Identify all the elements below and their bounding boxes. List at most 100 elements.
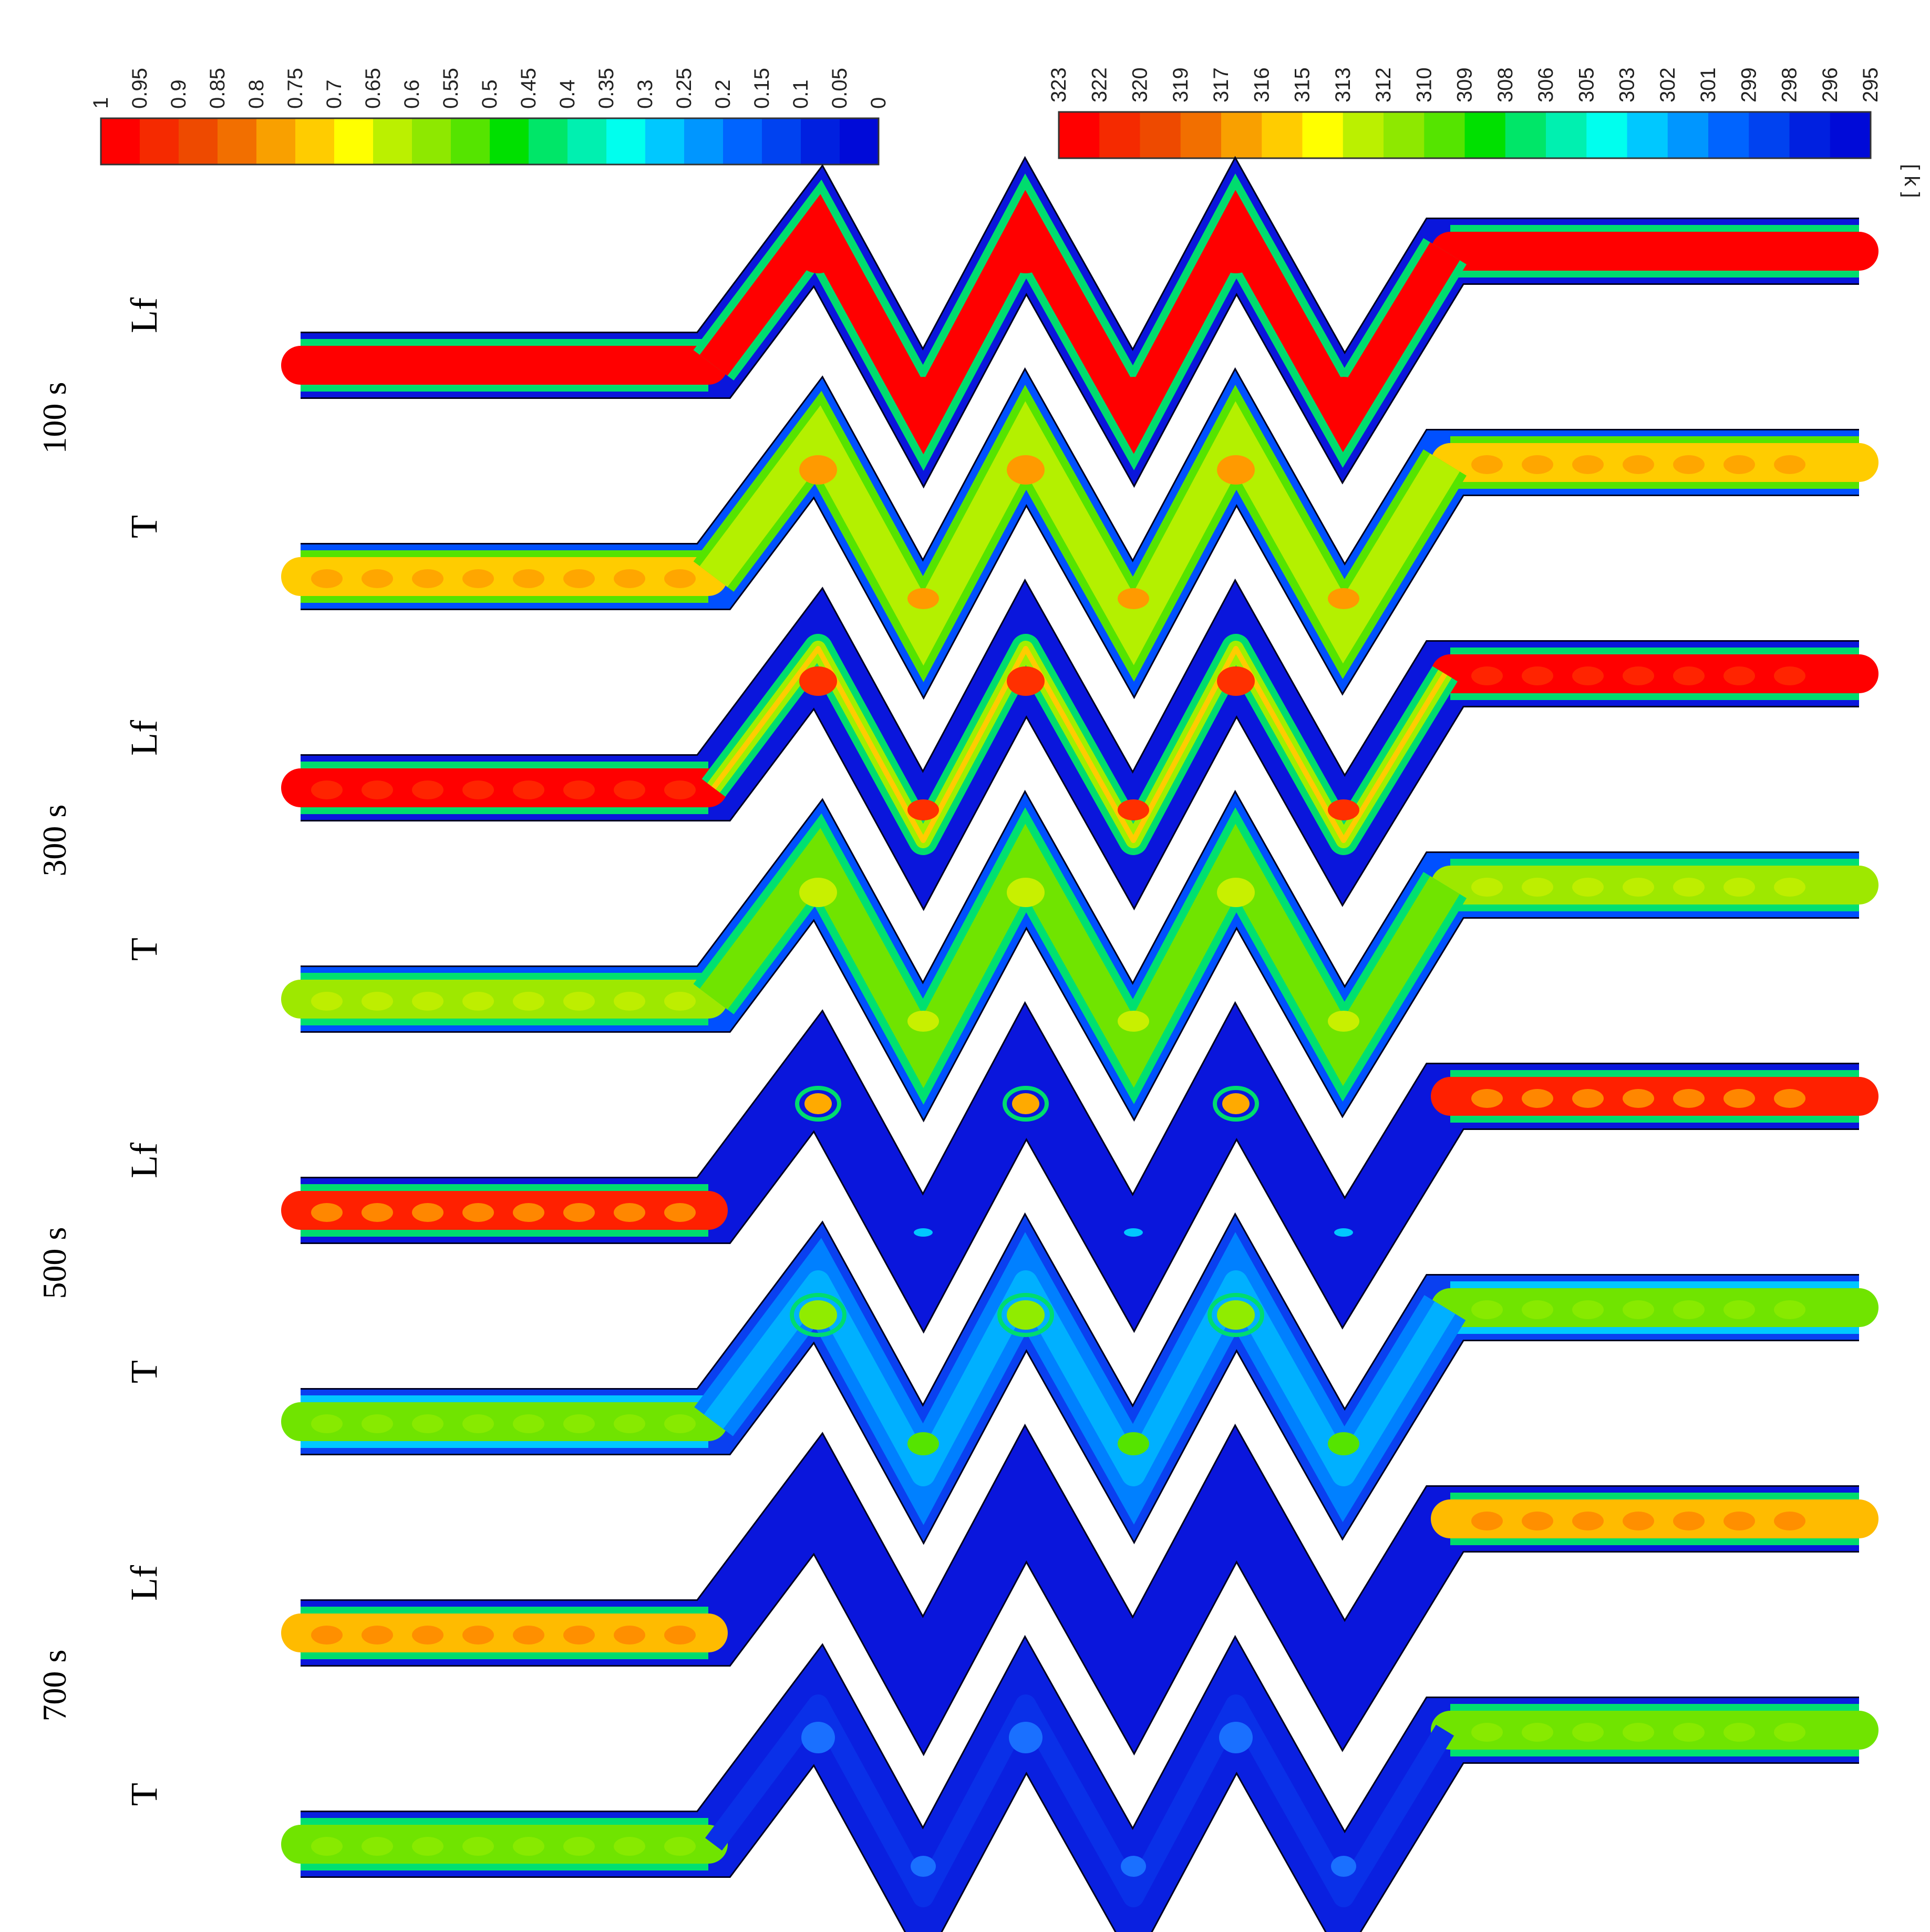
right-core-spot	[1673, 244, 1705, 263]
right-core-spot	[1522, 1300, 1553, 1319]
peak-spot	[1222, 1093, 1250, 1114]
liquid-fraction-colorbar-tick-label: 0.85	[206, 68, 229, 109]
left-core-spot	[412, 1414, 443, 1433]
liquid-fraction-colorbar-tick-label: 0.9	[167, 79, 190, 109]
temperature-colorbar-tick-label: 320	[1129, 67, 1152, 102]
left-core-spot	[311, 1626, 343, 1645]
right-core-spot	[1471, 1723, 1503, 1742]
right-core-spot	[1723, 1512, 1755, 1530]
temperature-unit-label: [ k ]	[1900, 164, 1923, 198]
liquid-fraction-colorbar-tick-label: 0.1	[789, 79, 812, 109]
right-core-spot	[1673, 1723, 1705, 1742]
valley-spot	[1331, 1856, 1356, 1877]
variable-label: T	[123, 938, 165, 961]
liquid-fraction-colorbar-swatch	[684, 118, 724, 165]
peak-spot	[1012, 1093, 1039, 1114]
valley-spot	[1328, 588, 1359, 609]
liquid-fraction-colorbar-tick-label: 1	[89, 97, 112, 109]
left-core-spot	[664, 992, 696, 1011]
temperature-colorbar-swatch	[1586, 112, 1628, 158]
left-core-spot	[311, 358, 343, 377]
right-core-spot	[1623, 1300, 1654, 1319]
right-core-spot	[1623, 1723, 1654, 1742]
valley-spot	[911, 1856, 936, 1877]
channel-wall-layer	[301, 1004, 1859, 1331]
right-core-spot	[1522, 1512, 1553, 1530]
valley-spot	[1124, 1228, 1143, 1237]
temperature-colorbar-swatch	[1180, 112, 1222, 158]
liquid-fraction-colorbar-tick-label: 0.55	[439, 68, 462, 109]
left-core-spot	[412, 569, 443, 588]
temperature-colorbar-swatch	[1464, 112, 1506, 158]
liquid-fraction-colorbar-tick-label: 0.95	[128, 68, 151, 109]
liquid-fraction-colorbar-swatch	[529, 118, 568, 165]
liquid-fraction-colorbar-swatch	[451, 118, 490, 165]
liquid-fraction-colorbar-tick-label: 0.5	[478, 79, 501, 109]
channel-row: Lf 300 s	[36, 578, 1879, 911]
valley-spot	[1328, 1432, 1359, 1455]
left-core-spot	[462, 569, 494, 588]
right-core-spot	[1623, 666, 1654, 685]
right-core-spot	[1572, 878, 1604, 897]
liquid-fraction-colorbar-ticks: 1 0.95 0.9 0.85 0.8 0.75 0.7 0.65 0.6 0.55 0.5 0.45…	[89, 68, 890, 109]
temperature-colorbar-tick-label: 296	[1819, 67, 1842, 102]
right-core-spot	[1774, 1512, 1805, 1530]
temperature-colorbar-tick-label: 308	[1494, 67, 1517, 102]
right-core-spot	[1723, 878, 1755, 897]
time-label: 500 s	[36, 1227, 73, 1299]
liquid-fraction-colorbar-swatch	[140, 118, 179, 165]
right-core-spot	[1774, 1723, 1805, 1742]
liquid-fraction-colorbar-swatch	[179, 118, 218, 165]
valley-spot	[1118, 377, 1149, 398]
left-core-spot	[614, 1414, 645, 1433]
temperature-colorbar-swatch	[1424, 112, 1465, 158]
left-core-spot	[563, 780, 595, 799]
temperature-colorbar-swatch	[1262, 112, 1303, 158]
left-core-spot	[513, 569, 544, 588]
time-label: 700 s	[36, 1650, 73, 1722]
channel-row: Lf 700 s	[36, 1423, 1879, 1756]
right-core-spot	[1774, 455, 1805, 474]
left-core-spot	[362, 569, 393, 588]
liquid-fraction-colorbar-swatch	[645, 118, 685, 165]
temperature-colorbar-tick-label: 303	[1616, 67, 1639, 102]
liquid-fraction-colorbar-tick-label: 0.35	[595, 68, 618, 109]
left-core-spot	[614, 569, 645, 588]
liquid-fraction-colorbar-swatch	[412, 118, 451, 165]
temperature-colorbar-swatch	[1099, 112, 1141, 158]
peak-spot-ring	[1207, 1293, 1264, 1337]
left-core-spot	[462, 1837, 494, 1856]
left-core-spot	[614, 1203, 645, 1222]
left-core-spot	[362, 780, 393, 799]
right-core-spot	[1572, 666, 1604, 685]
temperature-colorbar-tick-label: 322	[1088, 67, 1111, 102]
peak-spot	[1217, 244, 1255, 273]
right-core-spot	[1572, 244, 1604, 263]
right-core-spot	[1471, 666, 1503, 685]
valley-spot	[1118, 1432, 1149, 1455]
left-core-spot	[412, 1203, 443, 1222]
liquid-fraction-colorbar-swatch	[801, 118, 840, 165]
right-core-spot	[1774, 244, 1805, 263]
peak-spot	[1007, 666, 1045, 696]
left-core-spot	[462, 1414, 494, 1433]
right-core-spot	[1673, 455, 1705, 474]
contour-rows: Lf 100 s T Lf 300 s T Lf 500 s T Lf 700 s T	[36, 156, 1879, 1932]
right-core-spot	[1572, 1089, 1604, 1108]
liquid-fraction-colorbar-swatch	[762, 118, 801, 165]
right-core-spot	[1471, 1089, 1503, 1108]
liquid-fraction-colorbar-tick-label: 0.65	[362, 68, 385, 109]
left-core-spot	[412, 780, 443, 799]
left-core-spot	[664, 780, 696, 799]
liquid-fraction-colorbar-tick-label: 0.3	[634, 79, 657, 109]
peak-spot	[1009, 1722, 1043, 1753]
right-core-spot	[1774, 1089, 1805, 1108]
right-core-spot	[1522, 666, 1553, 685]
liquid-fraction-colorbar-swatch	[218, 118, 257, 165]
right-core-spot	[1572, 1512, 1604, 1530]
liquid-fraction-colorbar-frame	[100, 117, 880, 166]
left-core-spot	[362, 358, 393, 377]
peak-spot	[799, 455, 837, 485]
channel-row: Lf 500 s	[36, 1001, 1879, 1334]
temperature-colorbar-swatch	[1667, 112, 1709, 158]
